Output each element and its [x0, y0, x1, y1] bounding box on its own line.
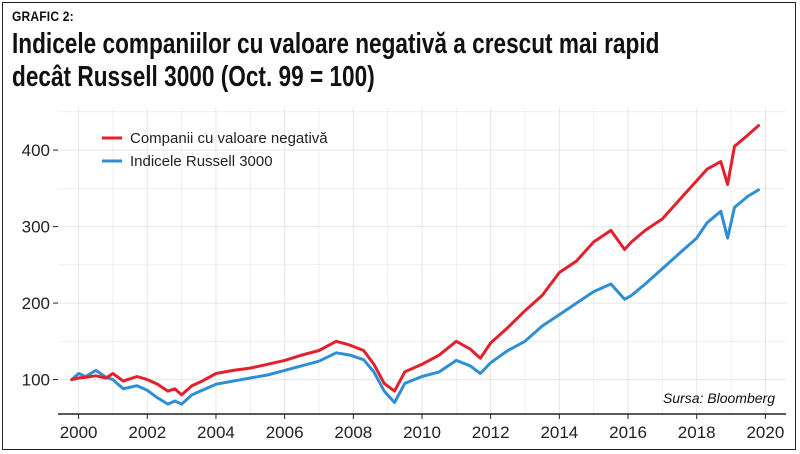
x-tick-label: 2004: [197, 423, 235, 442]
y-tick-label: 200: [22, 294, 50, 313]
series-line-russell: [70, 188, 760, 406]
source-note: Sursa: Bloomberg: [663, 390, 775, 406]
legend-label: Indicele Russell 3000: [130, 153, 273, 170]
y-tick-label: 300: [22, 218, 50, 237]
figure-label: GRAFIC 2:: [12, 8, 74, 24]
x-tick-label: 2010: [403, 423, 441, 442]
legend-label: Companii cu valoare negativă: [130, 130, 328, 147]
grid-lines: [58, 108, 786, 414]
x-tick-label: 2012: [472, 423, 510, 442]
series-lines: [70, 124, 760, 406]
x-tick-label: 2014: [540, 423, 578, 442]
chart-frame: [2, 2, 796, 450]
legend: Companii cu valoare negativă Indicele Rus…: [102, 130, 328, 170]
x-tick-label: 2008: [334, 423, 372, 442]
x-tick-label: 2020: [746, 423, 784, 442]
x-tick-label: 2000: [60, 423, 98, 442]
x-tick-label: 2002: [128, 423, 166, 442]
series-line-companii: [70, 124, 760, 397]
x-tick-label: 2018: [678, 423, 716, 442]
y-tick-label: 400: [22, 141, 50, 160]
axes: 2000 2002 2004 2006 2008 2010 2012 2014 2016 2018…: [22, 141, 786, 442]
x-tick-label: 2016: [609, 423, 647, 442]
chart-title: Indicele companiilor cu valoare negativă…: [12, 28, 660, 93]
x-tick-label: 2006: [266, 423, 304, 442]
y-tick-label: 100: [22, 371, 50, 390]
